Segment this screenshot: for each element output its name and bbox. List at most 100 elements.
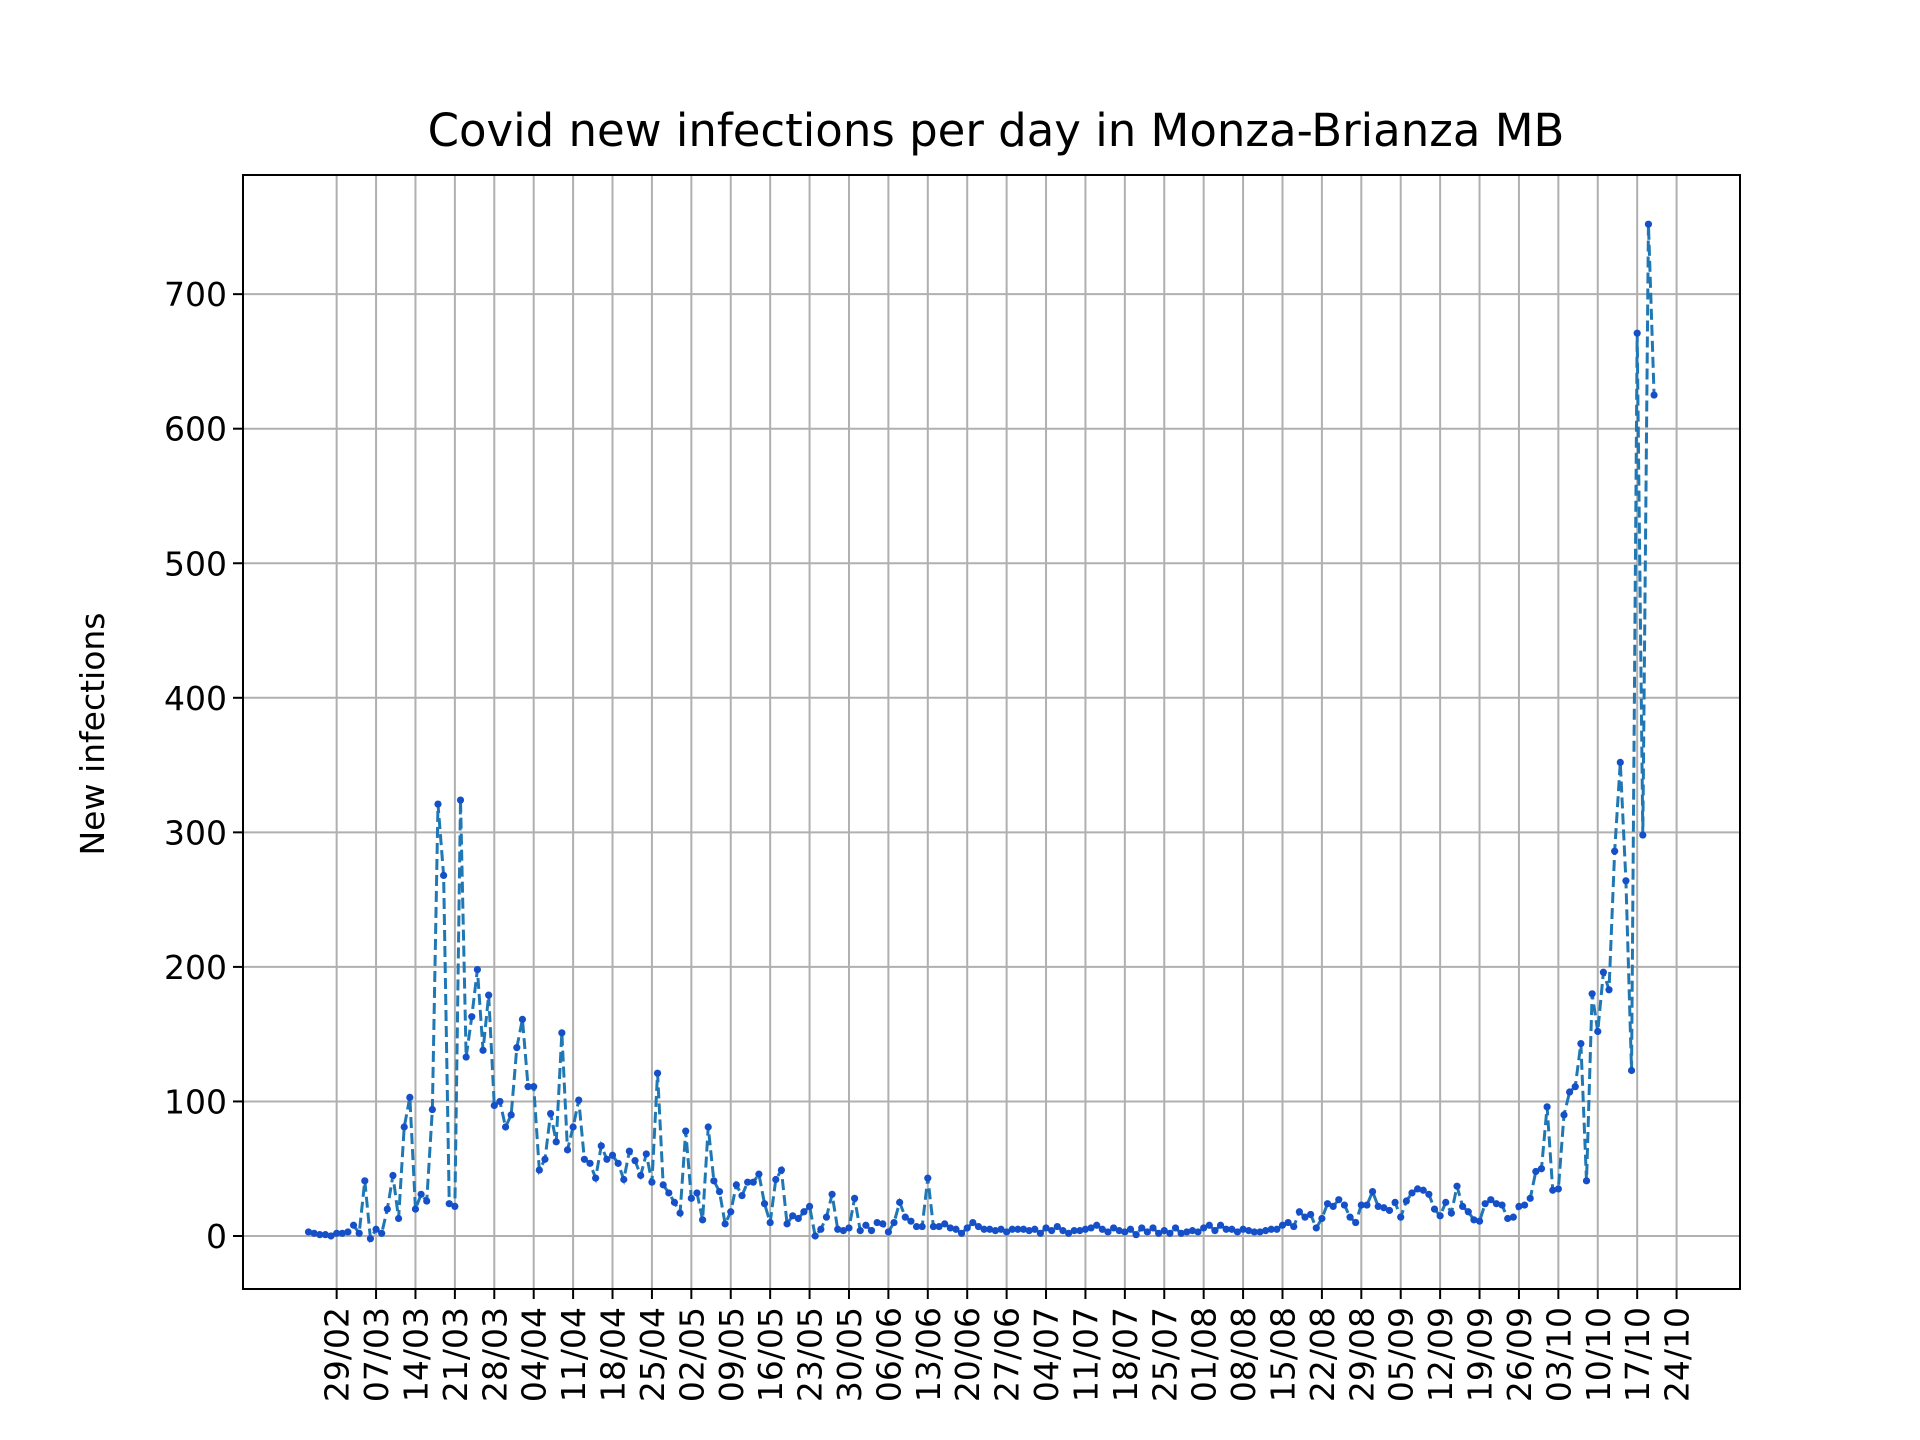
data-point [670,1198,679,1206]
data-point [428,1105,436,1114]
data-point [1363,1201,1371,1209]
x-tick-label: 19/09 [1461,1307,1500,1402]
data-point [1149,1224,1157,1232]
data-point [1188,1227,1197,1235]
data-point [417,1190,425,1198]
data-point [361,1177,369,1185]
x-tick-label: 23/05 [791,1307,830,1402]
data-point [744,1178,752,1186]
data-point [1323,1200,1332,1208]
data-point [1408,1189,1416,1197]
chart-title: Covid new infections per day in Monza-Br… [428,104,1565,157]
data-point [789,1212,797,1220]
data-point [1352,1218,1360,1227]
data-point [873,1218,881,1227]
data-point [1599,968,1607,976]
data-point [794,1214,802,1223]
data-point [952,1225,960,1233]
data-point [462,1053,470,1061]
data-point [1402,1197,1410,1205]
data-point [524,1083,532,1091]
data-point [378,1229,386,1237]
data-point [929,1222,938,1231]
data-point [355,1229,363,1237]
data-point [766,1218,774,1227]
data-point [1295,1208,1303,1216]
x-tick-label: 26/09 [1500,1307,1539,1402]
data-point [338,1229,346,1237]
data-point [445,1200,453,1208]
data-point [1200,1224,1208,1232]
data-point [485,991,493,999]
data-point [1177,1229,1185,1237]
data-point [783,1220,791,1228]
data-point [1627,1066,1636,1075]
data-point [1582,1177,1591,1185]
data-point [535,1166,543,1174]
data-point [687,1194,695,1202]
data-point [1031,1225,1039,1233]
data-point [727,1208,735,1216]
data-point [665,1189,673,1197]
data-point [546,1109,555,1118]
data-point [1346,1213,1354,1221]
data-point [1509,1213,1517,1221]
data-point [406,1093,414,1102]
data-point [1492,1200,1501,1208]
data-point [1273,1225,1281,1233]
data-point [1498,1201,1506,1209]
x-tick-label: 11/04 [554,1307,593,1402]
data-point [715,1188,724,1196]
x-tick-label: 29/02 [318,1307,357,1402]
x-tick-label: 25/07 [1145,1307,1184,1402]
data-point [1566,1088,1574,1096]
data-point [901,1213,909,1221]
data-point [1262,1227,1270,1235]
data-point [1216,1221,1225,1229]
data-point [563,1146,572,1154]
y-tick-label: 500 [164,544,227,583]
data-point [507,1111,515,1119]
data-point [805,1202,814,1210]
data-point [828,1190,836,1198]
data-point [1425,1190,1433,1198]
data-point [1357,1201,1365,1209]
x-tick-label: 10/10 [1579,1307,1618,1402]
data-point [366,1235,375,1243]
data-point [1605,986,1613,994]
y-tick-label: 100 [164,1082,227,1121]
x-tick-label: 15/08 [1263,1307,1302,1402]
data-point [912,1222,921,1231]
data-point [372,1225,380,1233]
data-point [1228,1225,1236,1233]
data-point [1391,1198,1399,1206]
data-point [1025,1227,1033,1235]
data-point [755,1170,763,1178]
data-point [1340,1201,1349,1209]
data-point [653,1069,662,1077]
data-point [541,1155,549,1163]
data-point [732,1181,740,1189]
data-point [1588,990,1596,998]
data-point [1115,1227,1123,1235]
data-point [1622,877,1630,885]
data-point [1464,1208,1472,1216]
data-point [867,1227,876,1235]
data-point [1515,1202,1523,1210]
data-point [1481,1200,1489,1208]
data-point [327,1232,335,1240]
data-point [1019,1225,1028,1233]
data-point [569,1123,577,1131]
data-point [918,1222,926,1231]
data-point [834,1225,842,1233]
data-point [896,1198,904,1206]
data-point [777,1166,786,1174]
data-point [822,1213,831,1221]
data-point [625,1147,634,1155]
data-point [1076,1227,1084,1235]
data-point [1312,1224,1320,1232]
data-point [304,1228,313,1236]
data-point [1160,1227,1168,1235]
data-point [642,1150,650,1158]
